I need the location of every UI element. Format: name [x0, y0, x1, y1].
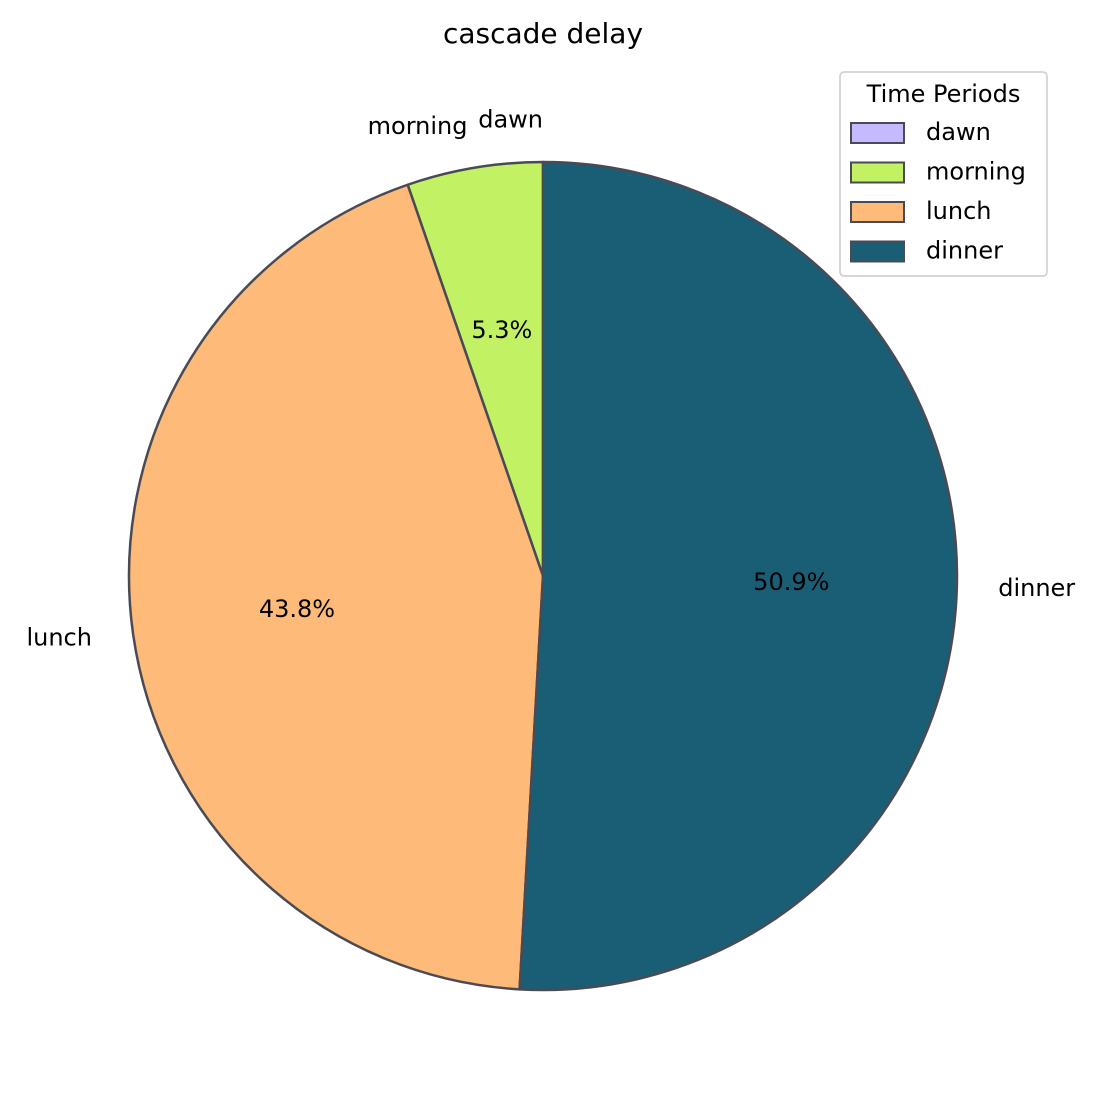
legend-swatch-dinner — [850, 240, 905, 263]
pie-slice-dinner — [518, 160, 959, 992]
legend-title: Time Periods — [866, 80, 1021, 108]
legend-label-morning: morning — [926, 158, 1026, 186]
legend-swatch-dawn — [850, 122, 905, 144]
percent-labels: 5.3% 43.8% 50.9% — [259, 316, 830, 623]
pie-slices — [127, 160, 959, 992]
slice-label-dawn: dawn — [478, 106, 543, 134]
legend-swatch-lunch — [850, 201, 905, 223]
percent-label-lunch: 43.8% — [259, 595, 335, 623]
legend-label-dawn: dawn — [926, 118, 991, 146]
legend: Time Periods dawn morning lunch dinner — [839, 71, 1048, 277]
legend-label-dinner: dinner — [926, 237, 1003, 265]
percent-label-dinner: 50.9% — [753, 568, 829, 596]
slice-label-dinner: dinner — [998, 574, 1075, 602]
slice-labels: dawn morning lunch dinner — [26, 106, 1075, 652]
legend-swatch-morning — [850, 161, 905, 184]
pie-slice-morning — [406, 160, 545, 578]
legend-items: dawn morning lunch dinner — [850, 118, 1026, 265]
pie-slice-lunch — [127, 183, 545, 991]
legend-label-lunch: lunch — [926, 197, 992, 225]
slice-label-lunch: lunch — [26, 624, 92, 652]
chart-title: cascade delay — [443, 17, 643, 50]
percent-label-morning: 5.3% — [471, 316, 532, 344]
slice-label-morning: morning — [368, 112, 468, 140]
